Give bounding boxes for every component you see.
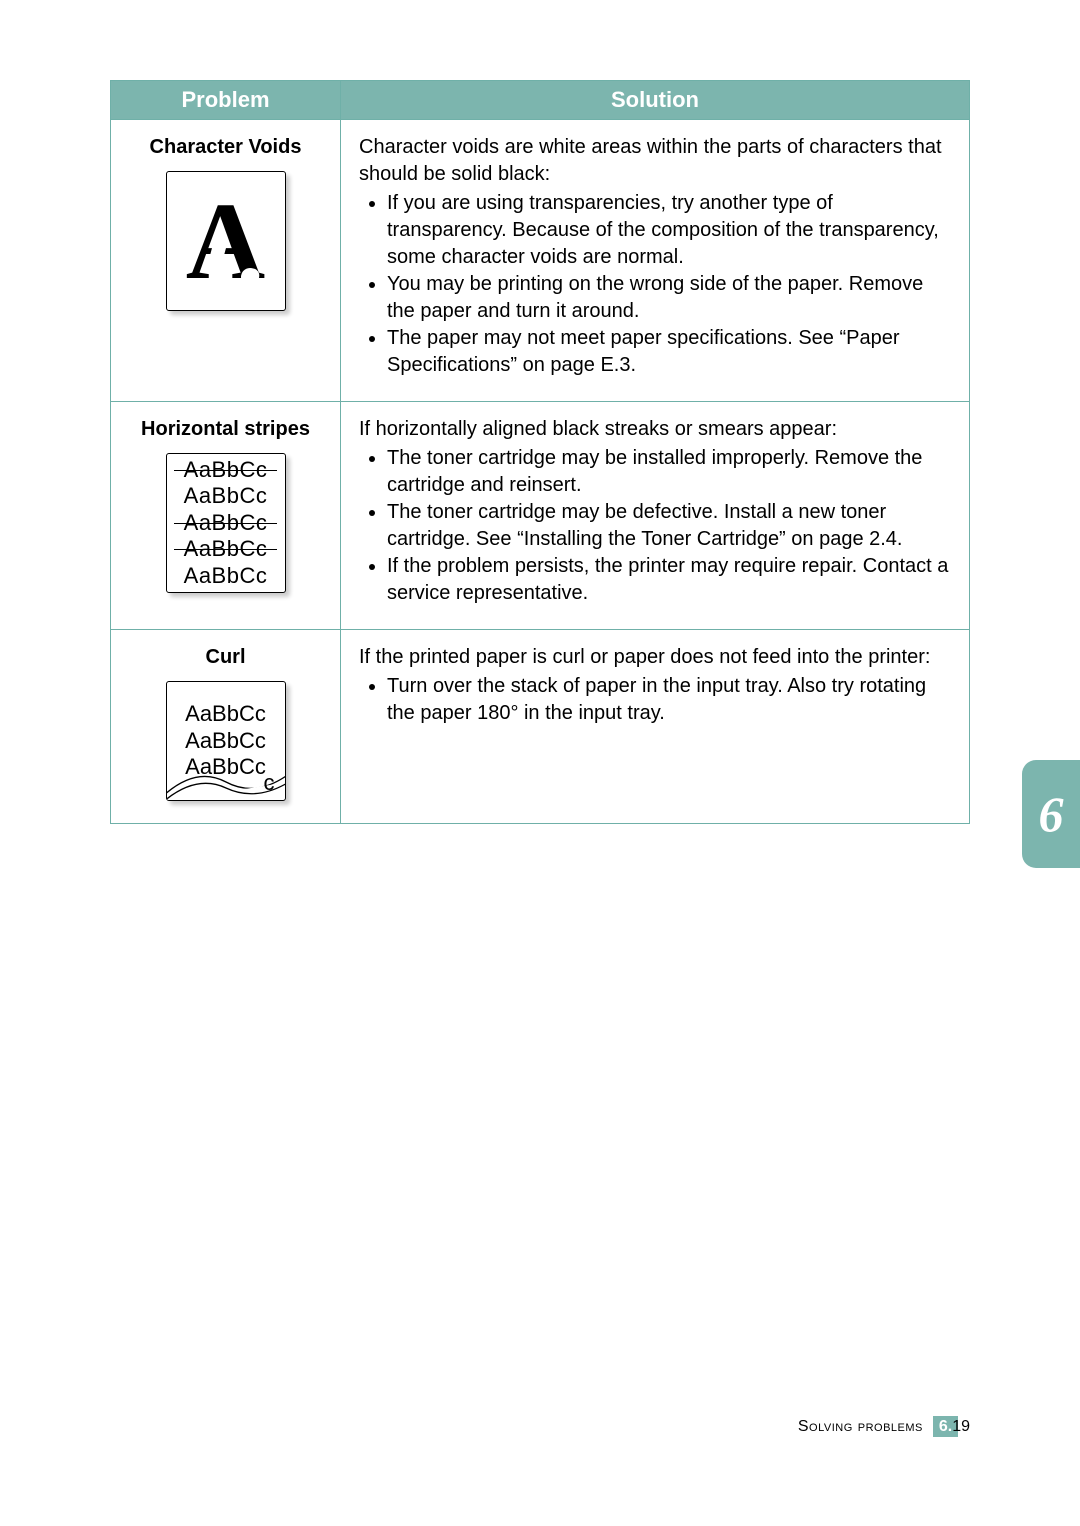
sample-partial: c <box>264 770 275 796</box>
problem-cell: Curl AaBbCc AaBbCc AaBbCc c <box>111 630 341 824</box>
problem-title: Character Voids <box>129 134 322 161</box>
list-item: The paper may not meet paper specificati… <box>387 325 951 379</box>
troubleshoot-table: Problem Solution Character Voids A Chara… <box>110 80 970 824</box>
sample-line: AaBbCc <box>184 536 268 562</box>
solution-cell: If horizontally aligned black streaks or… <box>341 402 970 630</box>
sample-line: AaBbCc <box>184 457 268 483</box>
list-item: Turn over the stack of paper in the inpu… <box>387 673 951 727</box>
void-glyph: A <box>186 186 265 296</box>
sample-line: AaBbCc <box>185 728 266 754</box>
footer-pagenum: 19 <box>952 1418 970 1435</box>
solution-list: If you are using transparencies, try ano… <box>359 190 951 379</box>
sample-line: AaBbCc <box>185 701 266 727</box>
list-item: The toner cartridge may be installed imp… <box>387 445 951 499</box>
solution-cell: If the printed paper is curl or paper do… <box>341 630 970 824</box>
list-item: You may be printing on the wrong side of… <box>387 271 951 325</box>
solution-cell: Character voids are white areas within t… <box>341 120 970 402</box>
solution-intro: If the printed paper is curl or paper do… <box>359 644 951 671</box>
problem-cell: Horizontal stripes AaBbCc AaBbCc AaBbCc … <box>111 402 341 630</box>
problem-title: Horizontal stripes <box>129 416 322 443</box>
solution-intro: If horizontally aligned black streaks or… <box>359 416 951 443</box>
sample-line: AaBbCc <box>184 510 268 536</box>
illustration-stripes: AaBbCc AaBbCc AaBbCc AaBbCc AaBbCc <box>166 453 286 593</box>
table-row: Curl AaBbCc AaBbCc AaBbCc c If the print… <box>111 630 970 824</box>
list-item: If you are using transparencies, try ano… <box>387 190 951 271</box>
list-item: If the problem persists, the printer may… <box>387 553 951 607</box>
illustration-curl: AaBbCc AaBbCc AaBbCc c <box>166 681 286 801</box>
footer-page: 6.19 <box>933 1418 970 1436</box>
solution-intro: Character voids are white areas within t… <box>359 134 951 188</box>
table-row: Character Voids A Character voids are wh… <box>111 120 970 402</box>
sample-line: AaBbCc <box>184 483 268 509</box>
chapter-tab: 6 <box>1022 760 1080 868</box>
sample-line: AaBbCc <box>184 563 268 589</box>
solution-list: Turn over the stack of paper in the inpu… <box>359 673 951 727</box>
illustration-char-void: A <box>166 171 286 311</box>
problem-cell: Character Voids A <box>111 120 341 402</box>
col-header-problem: Problem <box>111 81 341 120</box>
problem-title: Curl <box>129 644 322 671</box>
page-footer: Solving problems 6.19 <box>798 1418 970 1436</box>
table-row: Horizontal stripes AaBbCc AaBbCc AaBbCc … <box>111 402 970 630</box>
list-item: The toner cartridge may be defective. In… <box>387 499 951 553</box>
footer-section: Solving problems <box>798 1418 923 1436</box>
solution-list: The toner cartridge may be installed imp… <box>359 445 951 607</box>
col-header-solution: Solution <box>341 81 970 120</box>
